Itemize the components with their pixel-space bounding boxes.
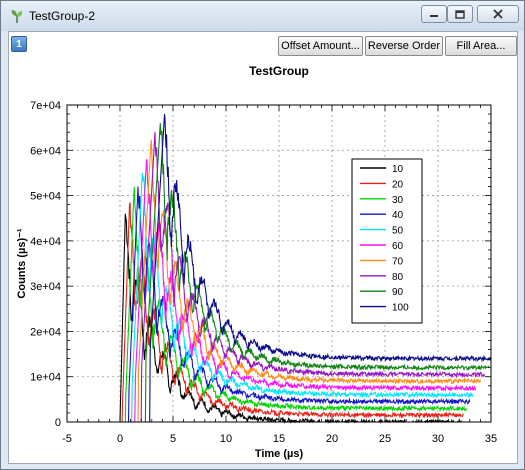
legend-label-60: 60 xyxy=(392,241,404,252)
x-tick-label: -5 xyxy=(62,433,72,445)
plot-panel: TestGroup -5 0 5 10 15 20 25 30 35 0 1e+04 2e+04 3e+0… xyxy=(8,31,518,464)
y-tick-label: 5e+04 xyxy=(30,191,61,203)
chart-title: TestGroup xyxy=(249,64,309,78)
legend-label-100: 100 xyxy=(392,303,409,314)
legend-box xyxy=(351,158,423,324)
y-tick-label: 4e+04 xyxy=(30,236,61,248)
maximize-icon xyxy=(455,9,465,19)
series-line-60 xyxy=(67,159,477,423)
legend-label-70: 70 xyxy=(392,256,404,267)
x-tick-label: 25 xyxy=(379,433,391,445)
y-tick-label: 3e+04 xyxy=(30,281,61,293)
series-line-40 xyxy=(67,186,471,423)
close-button[interactable] xyxy=(477,5,519,23)
x-axis-label: Time (µs) xyxy=(255,448,304,460)
maximize-button[interactable] xyxy=(447,5,473,23)
view-number-button[interactable]: 1 xyxy=(11,36,27,52)
minimize-icon xyxy=(430,15,438,17)
x-tick-label: 10 xyxy=(220,433,232,445)
y-tick-label: 1e+04 xyxy=(30,372,61,384)
x-tick-label: 20 xyxy=(326,433,338,445)
app-leaf-icon xyxy=(11,10,23,23)
series-line-20 xyxy=(67,202,464,423)
line-chart: TestGroup-5 0 5 10 15 20 25 30 3501e+042e+043e+0… xyxy=(16,64,497,460)
legend-label-50: 50 xyxy=(392,226,404,237)
close-icon xyxy=(493,9,503,19)
fill-area-button[interactable]: Fill Area... xyxy=(445,36,517,56)
series-line-50 xyxy=(67,172,474,423)
y-tick-label: 7e+04 xyxy=(30,100,61,112)
x-tick-label: 0 xyxy=(117,433,123,445)
legend-label-80: 80 xyxy=(392,272,404,283)
x-tick-label: 30 xyxy=(432,433,444,445)
y-tick-label: 6e+04 xyxy=(30,145,61,157)
offset-amount-button[interactable]: Offset Amount... xyxy=(278,36,363,56)
y-tick-label: 0 xyxy=(55,417,61,429)
legend-label-20: 20 xyxy=(392,179,404,190)
y-axis-label: Counts (µs)⁻¹ xyxy=(16,228,28,299)
legend-label-30: 30 xyxy=(392,195,404,206)
x-tick-label: 35 xyxy=(485,433,497,445)
reverse-order-button[interactable]: Reverse Order xyxy=(365,36,443,56)
legend-label-10: 10 xyxy=(392,164,404,175)
x-tick-label: 15 xyxy=(273,433,285,445)
x-tick-label: 5 xyxy=(170,433,176,445)
series-line-30 xyxy=(67,186,468,423)
window-title: TestGroup-2 xyxy=(29,9,96,23)
legend-label-40: 40 xyxy=(392,210,404,221)
legend-label-90: 90 xyxy=(392,287,404,298)
minimize-button[interactable] xyxy=(421,5,447,23)
y-tick-label: 2e+04 xyxy=(30,326,61,338)
title-bar[interactable]: TestGroup-2 xyxy=(1,1,524,31)
